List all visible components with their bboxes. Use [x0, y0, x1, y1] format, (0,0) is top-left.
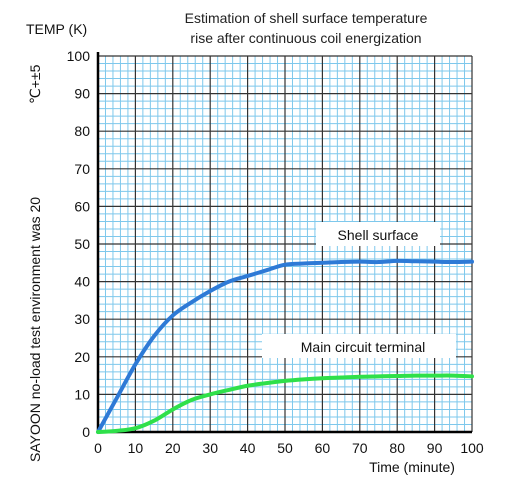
chart-title-line-1: Estimation of shell surface temperature	[185, 10, 428, 26]
x-axis-label: Time (minute)	[369, 459, 455, 475]
y-tick-label: 70	[74, 161, 90, 177]
shell-surface-annotation: Shell surface	[338, 227, 419, 243]
side-note-unit: ℃+±5	[27, 64, 43, 104]
y-tick-label: 60	[74, 198, 90, 214]
y-tick-label: 80	[74, 123, 90, 139]
y-tick-label: 20	[74, 349, 90, 365]
y-tick-label: 50	[74, 236, 90, 252]
y-tick-label: 90	[74, 86, 90, 102]
shell-surface-line	[96, 258, 474, 434]
x-tick-label: 60	[315, 440, 331, 456]
series-layer	[96, 258, 474, 434]
x-tick-label: 70	[352, 440, 368, 456]
x-tick-label: 100	[460, 440, 484, 456]
main-circuit-terminal-line	[96, 373, 474, 434]
terminal-annotation-bg	[262, 334, 456, 358]
x-tick-label: 80	[389, 440, 405, 456]
y-tick-label: 40	[74, 274, 90, 290]
x-tick-labels: 0 10 20 30 40 50 60 70 80 90 100	[94, 440, 484, 456]
x-tick-label: 20	[165, 440, 181, 456]
y-axis-label: TEMP (K)	[26, 21, 87, 37]
y-tick-labels: 0 10 20 30 40 50 60 70 80 90 100	[67, 48, 91, 440]
y-tick-label: 10	[74, 386, 90, 402]
side-note: SAYOON no-load test environment was 20	[27, 197, 43, 462]
plot-area	[96, 52, 474, 434]
x-tick-label: 30	[202, 440, 218, 456]
y-tick-label: 30	[74, 311, 90, 327]
y-tick-label: 0	[82, 424, 90, 440]
main-circuit-terminal-annotation: Main circuit terminal	[301, 339, 425, 355]
x-tick-label: 40	[240, 440, 256, 456]
x-tick-label: 0	[94, 440, 102, 456]
y-tick-label: 100	[67, 48, 91, 64]
x-tick-label: 90	[427, 440, 443, 456]
x-tick-label: 50	[277, 440, 293, 456]
shell-annotation-bg	[316, 222, 440, 246]
x-tick-label: 10	[128, 440, 144, 456]
chart-title-line-2: rise after continuous coil energization	[190, 30, 421, 46]
